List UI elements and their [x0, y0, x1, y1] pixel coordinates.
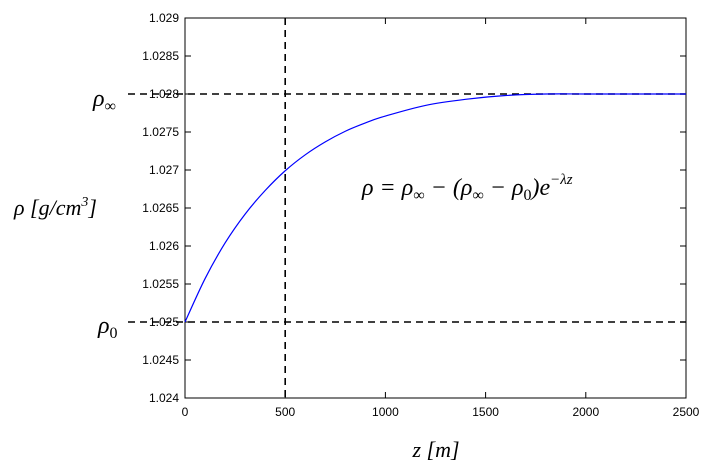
- formula-mid1: − (ρ: [425, 175, 473, 201]
- y-axis-title-main: ρ [g/cm: [13, 195, 81, 220]
- x-tick-label: 1500: [472, 405, 499, 419]
- formula-mid2: − ρ: [484, 175, 524, 201]
- y-tick-label: 1.0265: [142, 201, 179, 215]
- y-tick-label: 1.026: [149, 239, 179, 253]
- y-tick-label: 1.029: [149, 11, 179, 25]
- x-tick-label: 0: [182, 405, 189, 419]
- reference-lines: [128, 18, 686, 398]
- rho-inf-sub: ∞: [105, 98, 116, 115]
- x-axis-title: z [m]: [411, 437, 459, 462]
- rho0-label: ρ0: [97, 313, 118, 342]
- formula-annotation: ρ = ρ∞ − (ρ∞ − ρ0)e−λz: [361, 172, 573, 204]
- plot-frame: [184, 17, 687, 399]
- x-tick-label: 2500: [673, 405, 700, 419]
- y-tick-label: 1.0245: [142, 353, 179, 367]
- rho0-sub: 0: [110, 325, 118, 342]
- x-tick-label: 500: [275, 405, 295, 419]
- y-tick-label: 1.0285: [142, 49, 179, 63]
- density-curve: [184, 93, 686, 323]
- y-axis-title-end: ]: [87, 195, 97, 220]
- rho0-base: ρ: [97, 313, 110, 339]
- rho-inf-base: ρ: [92, 86, 105, 112]
- x-tick-label: 2000: [572, 405, 599, 419]
- formula-inf1: ∞: [413, 187, 424, 204]
- formula-lhs: ρ = ρ: [361, 175, 413, 201]
- formula-mid3: )e: [529, 175, 550, 201]
- rho-inf-label: ρ∞: [92, 86, 116, 115]
- y-axis-title-sup: 3: [80, 195, 88, 210]
- y-tick-label: 1.027: [149, 163, 179, 177]
- x-tick-label: 1000: [372, 405, 399, 419]
- y-tick-label: 1.0275: [142, 125, 179, 139]
- y-tick-label: 1.0255: [142, 277, 179, 291]
- y-axis-title: ρ [g/cm3]: [13, 195, 97, 220]
- y-tick-label: 1.024: [149, 391, 179, 405]
- formula-zero: 0: [523, 187, 531, 204]
- formula-inf2: ∞: [472, 187, 483, 204]
- formula-exp: −λz: [550, 172, 573, 188]
